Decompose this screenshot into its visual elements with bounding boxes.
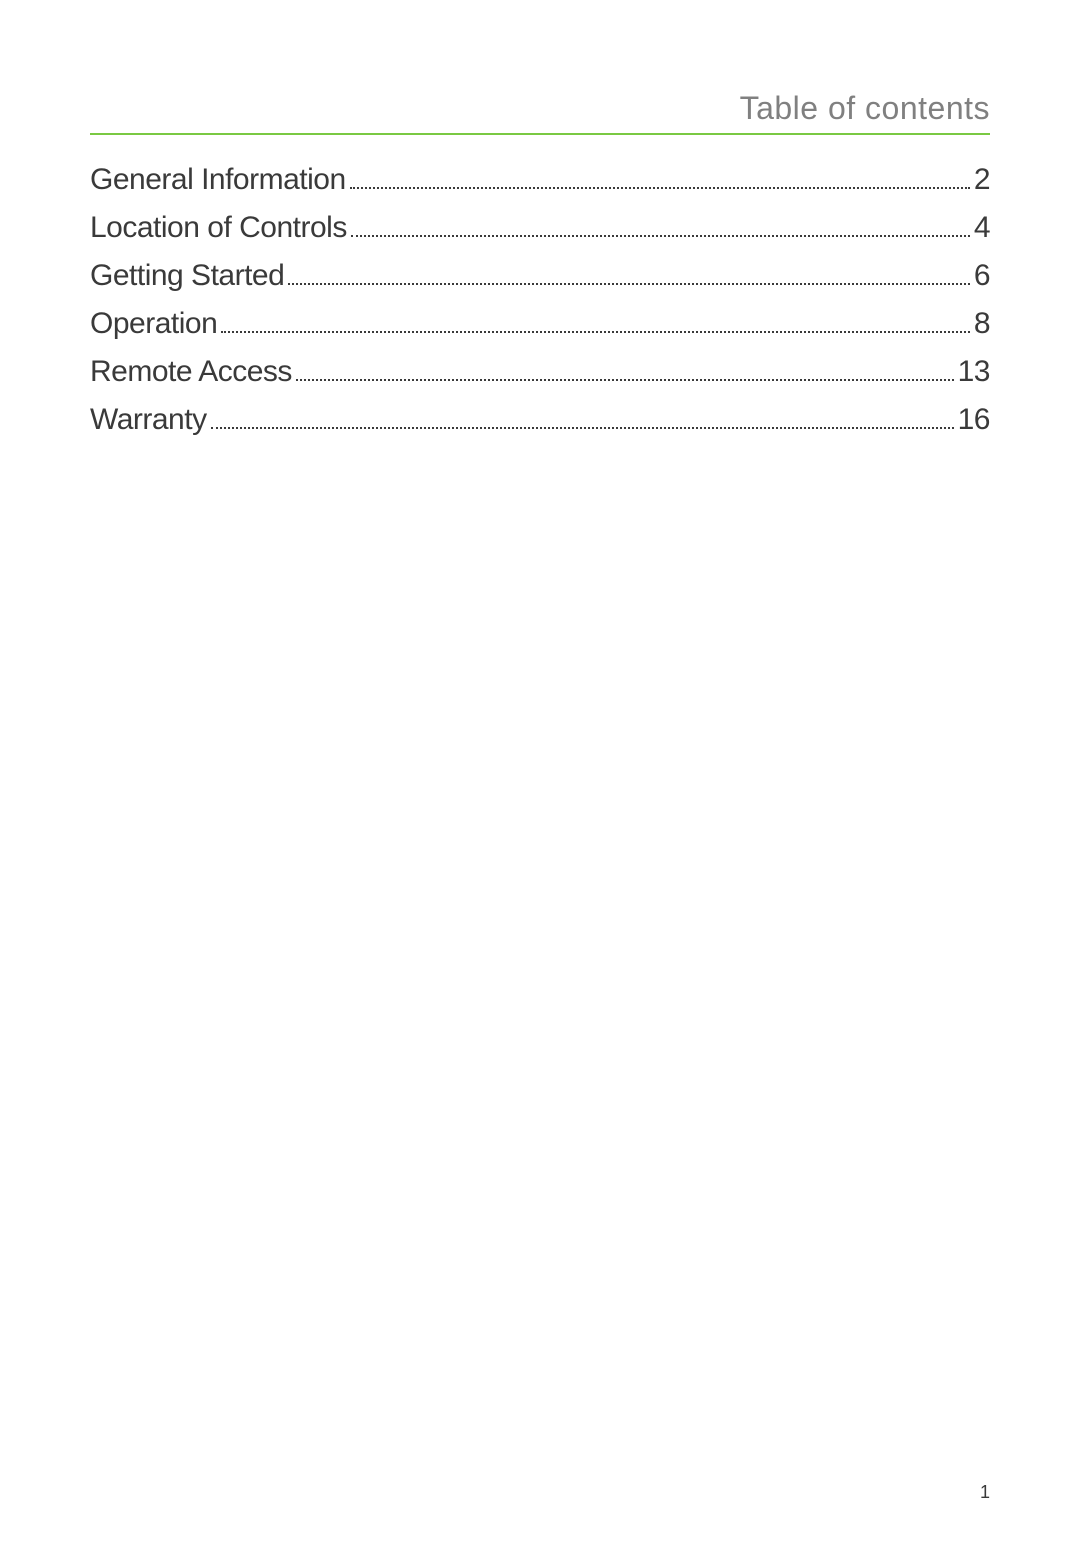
toc-label: General Information [90, 163, 346, 197]
toc-leader [296, 379, 954, 381]
toc-entry: Operation 8 [90, 307, 990, 341]
toc-label: Getting Started [90, 259, 284, 293]
toc-label: Warranty [90, 403, 207, 437]
page-number: 1 [980, 1482, 990, 1503]
toc-page: 2 [974, 163, 990, 197]
toc-page: 13 [958, 355, 990, 389]
toc-page: 8 [974, 307, 990, 341]
toc-list: General Information 2 Location of Contro… [90, 163, 990, 437]
toc-entry: Location of Controls 4 [90, 211, 990, 245]
toc-label: Operation [90, 307, 217, 341]
toc-entry: Getting Started 6 [90, 259, 990, 293]
toc-leader [351, 235, 970, 237]
document-page: Table of contents General Information 2 … [0, 0, 1080, 437]
toc-label: Location of Controls [90, 211, 347, 245]
toc-leader [221, 331, 970, 333]
toc-page: 4 [974, 211, 990, 245]
toc-page: 16 [958, 403, 990, 437]
header-underline: Table of contents [90, 90, 990, 135]
toc-entry: Warranty 16 [90, 403, 990, 437]
header-title: Table of contents [740, 90, 990, 126]
toc-entry: General Information 2 [90, 163, 990, 197]
toc-label: Remote Access [90, 355, 292, 389]
toc-leader [211, 427, 954, 429]
toc-leader [350, 187, 970, 189]
toc-page: 6 [974, 259, 990, 293]
toc-leader [288, 283, 970, 285]
toc-entry: Remote Access 13 [90, 355, 990, 389]
